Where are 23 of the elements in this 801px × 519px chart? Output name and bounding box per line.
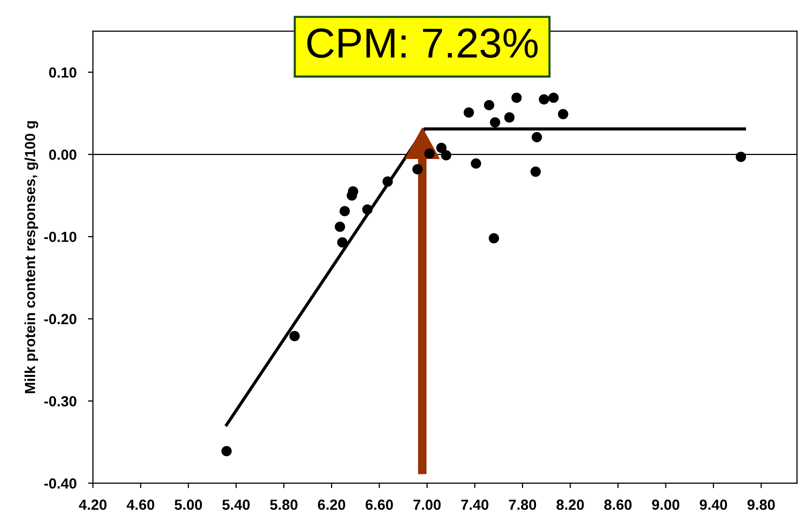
x-tick-label: 8.20: [556, 500, 584, 510]
x-tick-label: 4.20: [78, 500, 107, 510]
y-tick-label: 0.10: [49, 67, 76, 78]
y-axis-title: Milk protein content responses, g/100 g: [24, 121, 38, 394]
y-tick-label: -0.30: [44, 396, 76, 406]
y-tick-label: -0.20: [44, 314, 76, 324]
x-tick-label: 4.60: [126, 500, 154, 510]
y-tick-label: -0.40: [44, 478, 76, 489]
y-tick-label: 0.00: [49, 150, 76, 160]
x-tick-label: 9.80: [748, 500, 775, 510]
annotation: CPM: 7.23%: [307, 28, 538, 58]
x-tick-label: 5.40: [222, 500, 250, 510]
y-tick-label: -0.10: [44, 232, 76, 242]
x-tick-label: 9.00: [652, 500, 680, 510]
x-tick-label: 6.20: [318, 500, 346, 510]
x-tick-label: 6.60: [366, 500, 393, 510]
x-tick-label: 7.40: [461, 500, 488, 510]
x-tick-label: 5.80: [270, 500, 298, 510]
x-tick-label: 5.00: [174, 500, 202, 510]
x-tick-label: 7.80: [508, 500, 536, 510]
x-tick-label: 9.40: [700, 500, 728, 510]
x-tick-label: 7.00: [413, 500, 441, 510]
x-tick-label: 8.60: [604, 500, 632, 510]
